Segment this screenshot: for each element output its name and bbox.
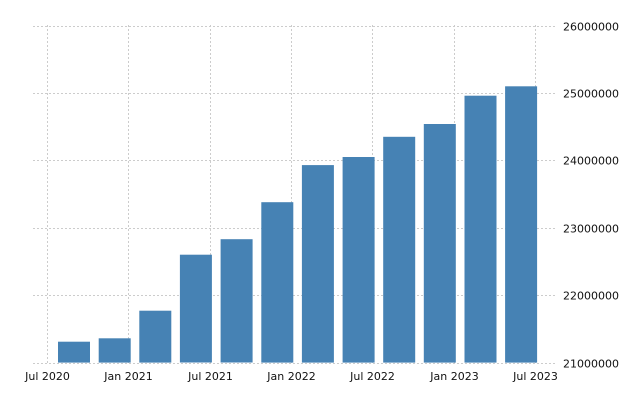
bar-q4-2022	[423, 124, 456, 363]
bar-q3-2020	[58, 341, 90, 363]
y-axis: 21000000 22000000 23000000 24000000 25000000…	[563, 21, 619, 371]
bar-q1-2022	[301, 165, 334, 363]
y-tick-label: 24000000	[563, 155, 619, 168]
x-tick-label: Jan 2022	[266, 370, 315, 383]
y-tick-label: 25000000	[563, 88, 619, 101]
bar-q2-2022	[342, 157, 375, 363]
x-tick-label: Jul 2023	[512, 370, 558, 383]
y-tick-label: 21000000	[563, 358, 619, 371]
bar-q2-2021	[179, 254, 212, 363]
x-axis: Jul 2020 Jan 2021 Jul 2021 Jan 2022 Jul 2022…	[24, 370, 558, 383]
bar-q1-2023	[464, 95, 497, 363]
bar-q3-2021	[220, 239, 253, 363]
bar-q3-2022	[383, 136, 416, 363]
x-tick-label: Jan 2021	[103, 370, 152, 383]
y-tick-label: 23000000	[563, 223, 619, 236]
bar-q2-2023	[505, 86, 538, 363]
x-tick-label: Jul 2022	[349, 370, 395, 383]
y-tick-label: 22000000	[563, 290, 619, 303]
y-tick-label: 26000000	[563, 21, 619, 34]
x-tick-label: Jul 2021	[187, 370, 233, 383]
bar-q1-2021	[139, 310, 172, 363]
x-tick-label: Jan 2023	[429, 370, 478, 383]
bars	[58, 86, 538, 363]
bar-q4-2020	[98, 338, 131, 363]
x-tick-label: Jul 2020	[24, 370, 70, 383]
bar-q4-2021	[261, 202, 294, 363]
